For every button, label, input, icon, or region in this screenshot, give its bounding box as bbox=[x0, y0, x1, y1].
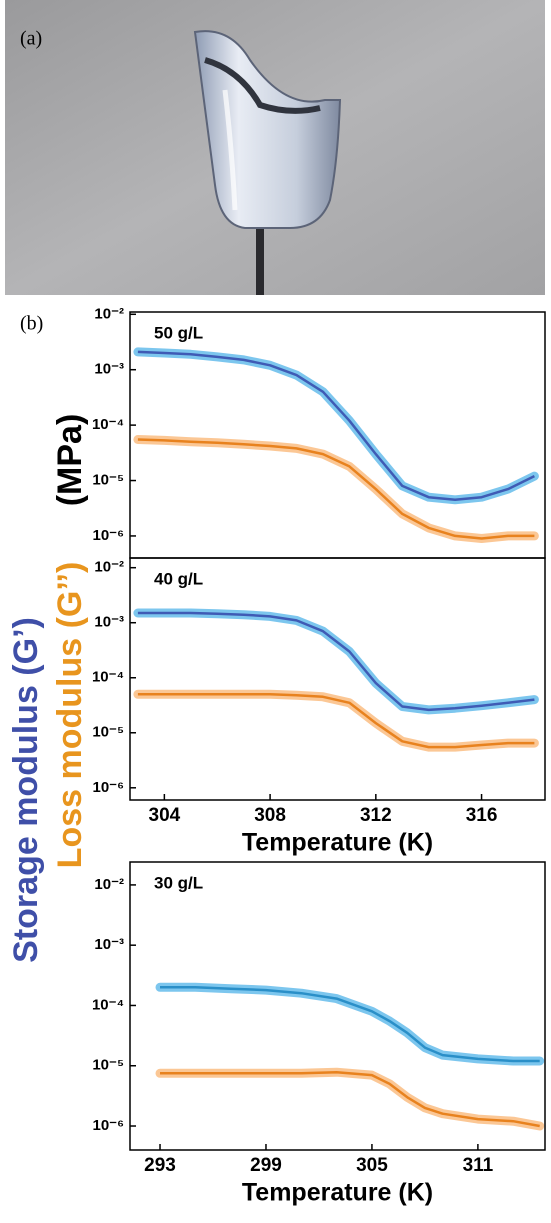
y-tick-label: 10⁻³ bbox=[94, 614, 124, 631]
x-tick-label: 308 bbox=[254, 805, 286, 826]
panel-label: (b) bbox=[20, 313, 43, 335]
y-tick-label: 10⁻⁵ bbox=[92, 1057, 124, 1074]
y-tick-label: 10⁻⁴ bbox=[92, 669, 124, 686]
annotation: 40 g/L bbox=[154, 569, 203, 588]
y-tick-label: 10⁻³ bbox=[94, 361, 124, 378]
series-line bbox=[137, 350, 535, 502]
y-axis-unit: (MPa) bbox=[51, 414, 89, 507]
y-tick-label: 10⁻⁴ bbox=[92, 416, 124, 433]
x-tick-label: 299 bbox=[250, 1155, 282, 1176]
y-tick-label: 10⁻⁶ bbox=[92, 779, 124, 796]
plot-frame bbox=[129, 861, 546, 1151]
y-axis-label: Storage modulus (G’) bbox=[7, 617, 45, 963]
y-tick-label: 10⁻⁵ bbox=[92, 472, 124, 489]
x-tick-label: 304 bbox=[149, 805, 181, 826]
y-tick-label: 10⁻³ bbox=[94, 936, 124, 953]
annotation: 50 g/L bbox=[154, 323, 203, 342]
series-band bbox=[133, 347, 539, 505]
x-axis-label: Temperature (K) bbox=[242, 829, 433, 857]
x-tick-label: 305 bbox=[356, 1155, 388, 1176]
plot-frame bbox=[129, 557, 546, 801]
series-line bbox=[160, 1070, 540, 1128]
y-tick-label: 10⁻⁵ bbox=[92, 724, 124, 741]
y-tick-label: 10⁻⁴ bbox=[92, 996, 124, 1013]
series-band bbox=[155, 982, 545, 1066]
annotation: 30 g/L bbox=[154, 873, 203, 892]
panel-label: (a) bbox=[20, 28, 42, 50]
series-band bbox=[155, 1067, 545, 1131]
x-tick-label: 316 bbox=[466, 805, 498, 826]
x-tick-label: 312 bbox=[360, 805, 392, 826]
y-tick-label: 10⁻² bbox=[94, 876, 124, 893]
series-band bbox=[133, 435, 539, 543]
y-axis-label: Loss modulus (G’’) bbox=[51, 562, 89, 869]
y-tick-label: 10⁻⁶ bbox=[92, 527, 124, 544]
y-tick-label: 10⁻⁶ bbox=[92, 1117, 124, 1134]
series-line bbox=[137, 438, 535, 540]
y-tick-label: 10⁻² bbox=[94, 559, 124, 576]
series-line bbox=[160, 986, 540, 1063]
plot-frame bbox=[129, 311, 546, 559]
photo bbox=[5, 0, 545, 295]
x-tick-label: 311 bbox=[463, 1155, 494, 1176]
series-line bbox=[137, 611, 535, 712]
x-tick-label: 293 bbox=[144, 1155, 176, 1176]
y-tick-label: 10⁻² bbox=[94, 305, 124, 322]
x-axis-label: Temperature (K) bbox=[242, 1179, 433, 1207]
series-line bbox=[137, 693, 535, 749]
